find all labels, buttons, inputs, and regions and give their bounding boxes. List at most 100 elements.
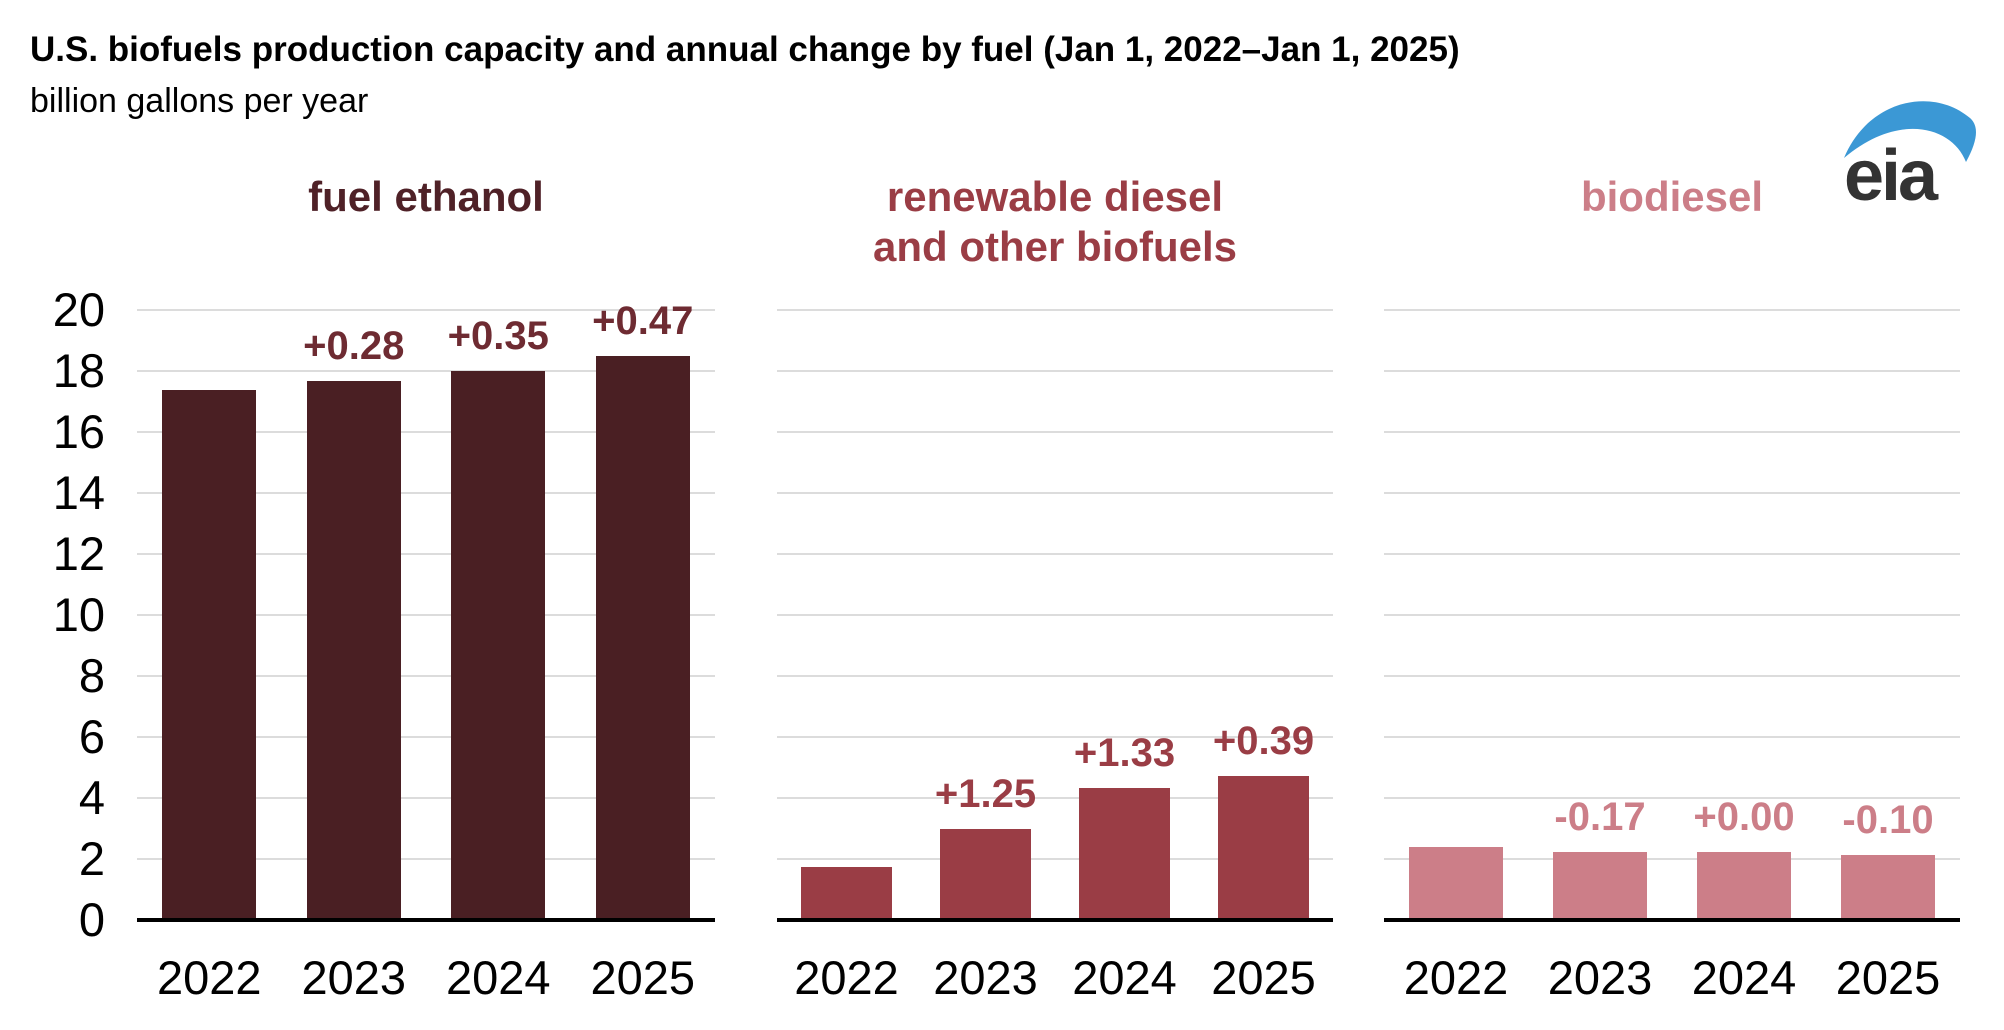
bar-2025 <box>1841 855 1935 920</box>
gridline <box>137 858 715 860</box>
bar-slot: +0.35 <box>426 310 571 920</box>
x-tick-label: 2024 <box>1072 951 1177 1004</box>
y-tick-label: 6 <box>78 710 105 763</box>
x-tick-label: 2024 <box>1691 951 1797 1004</box>
gridline <box>137 431 715 433</box>
panel-title: renewable diesel and other biofuels <box>777 172 1333 272</box>
gridline <box>777 492 1333 494</box>
gridline <box>777 736 1333 738</box>
gridline <box>777 431 1333 433</box>
gridline <box>777 675 1333 677</box>
y-tick-label: 18 <box>52 344 105 397</box>
panel-plot: -0.17 +0.00 -0.10 <box>1384 309 1960 922</box>
panel-title-line: biodiesel <box>1580 173 1764 220</box>
gridline <box>777 309 1333 311</box>
x-tick-label: 2023 <box>301 951 407 1004</box>
gridline <box>1384 675 1960 677</box>
eia-logo: eia <box>1838 78 1988 216</box>
bar-2022 <box>162 389 257 920</box>
panel-plot: +0.28 +0.35 +0.47 <box>137 299 716 922</box>
bar-slot <box>137 310 282 920</box>
annual-change-label: -0.10 <box>1842 798 1934 843</box>
bar-2024 <box>1697 852 1791 920</box>
x-tick-label: 2024 <box>445 951 551 1004</box>
y-tick-label: 0 <box>78 893 105 946</box>
gridline <box>777 858 1333 860</box>
y-tick-label: 4 <box>78 771 105 824</box>
panel-title-line: fuel ethanol <box>308 173 544 220</box>
panel-plot: +1.25 +1.33 +0.39 <box>777 309 1333 922</box>
gridline <box>777 370 1333 372</box>
bar-2024 <box>451 370 546 920</box>
eia-swoosh-icon <box>1844 101 1976 162</box>
y-tick-label: 14 <box>52 466 105 519</box>
x-axis-labels: 2022 2023 2024 2025 <box>1384 950 1960 1012</box>
bar-2022 <box>801 866 892 920</box>
annual-change-label: +0.35 <box>447 313 549 358</box>
bar-slot: +0.28 <box>282 310 427 920</box>
bar-slot: +1.33 <box>1055 310 1194 920</box>
x-tick-label: 2022 <box>794 951 899 1004</box>
panel-title-line: and other biofuels <box>872 223 1237 270</box>
gridline <box>1384 431 1960 433</box>
gridline <box>1384 858 1960 860</box>
x-tick-label: 2025 <box>590 951 696 1004</box>
bar-2025 <box>595 356 690 920</box>
x-axis-line <box>777 918 1333 922</box>
annual-change-label: +0.47 <box>592 299 694 344</box>
annual-change-label: +0.39 <box>1212 719 1315 764</box>
bar-slot: +0.00 <box>1672 310 1816 920</box>
panel-title: fuel ethanol <box>137 172 715 222</box>
y-tick-label: 20 <box>52 283 105 336</box>
x-tick-label: 2025 <box>1835 951 1941 1004</box>
x-tick-label: 2023 <box>1547 951 1653 1004</box>
x-tick-label: 2023 <box>933 951 1038 1004</box>
bar-2023 <box>1553 852 1647 920</box>
x-tick-label: 2025 <box>1211 951 1316 1004</box>
y-tick-label: 16 <box>52 405 105 458</box>
chart-units-subtitle: billion gallons per year <box>30 82 369 120</box>
y-tick-label: 12 <box>52 527 105 580</box>
x-axis-labels: 2022 2023 2024 2025 <box>137 950 715 1012</box>
bar-slot <box>777 310 916 920</box>
bar-slot: -0.10 <box>1816 310 1960 920</box>
gridline <box>1384 614 1960 616</box>
gridline <box>137 553 715 555</box>
gridline <box>1384 797 1960 799</box>
gridline <box>137 370 715 372</box>
bar-2022 <box>1409 846 1503 920</box>
annual-change-label: +1.33 <box>1073 730 1176 775</box>
gridline <box>777 553 1333 555</box>
bar-2023 <box>306 381 401 920</box>
bar-slot: +0.47 <box>571 299 716 920</box>
page-title: U.S. biofuels production capacity and an… <box>30 30 1460 69</box>
gridline <box>137 492 715 494</box>
x-tick-label: 2022 <box>156 951 262 1004</box>
y-tick-label: 10 <box>52 588 105 641</box>
bar-slot <box>1384 310 1528 920</box>
annual-change-label: -0.17 <box>1554 795 1646 839</box>
gridline <box>137 309 715 311</box>
gridline <box>137 797 715 799</box>
bar-2025 <box>1218 776 1309 920</box>
bar-2023 <box>940 828 1031 920</box>
eia-logo-text: eia <box>1844 136 1939 210</box>
annual-change-label: +0.28 <box>303 324 405 369</box>
annual-change-label: +0.00 <box>1693 795 1795 839</box>
gridline <box>137 736 715 738</box>
gridline <box>1384 370 1960 372</box>
panel-title-line: renewable diesel <box>886 173 1224 220</box>
x-axis-labels: 2022 2023 2024 2025 <box>777 950 1333 1012</box>
gridline <box>777 614 1333 616</box>
annual-change-label: +1.25 <box>934 771 1037 816</box>
x-axis-line <box>1384 918 1960 922</box>
bar-slot: +0.39 <box>1194 310 1333 920</box>
panel-title: biodiesel <box>1384 172 1960 222</box>
gridline <box>1384 492 1960 494</box>
bar-slot: -0.17 <box>1528 310 1672 920</box>
x-tick-label: 2022 <box>1403 951 1509 1004</box>
bar-2024 <box>1079 787 1170 920</box>
gridline <box>1384 736 1960 738</box>
gridline <box>1384 309 1960 311</box>
